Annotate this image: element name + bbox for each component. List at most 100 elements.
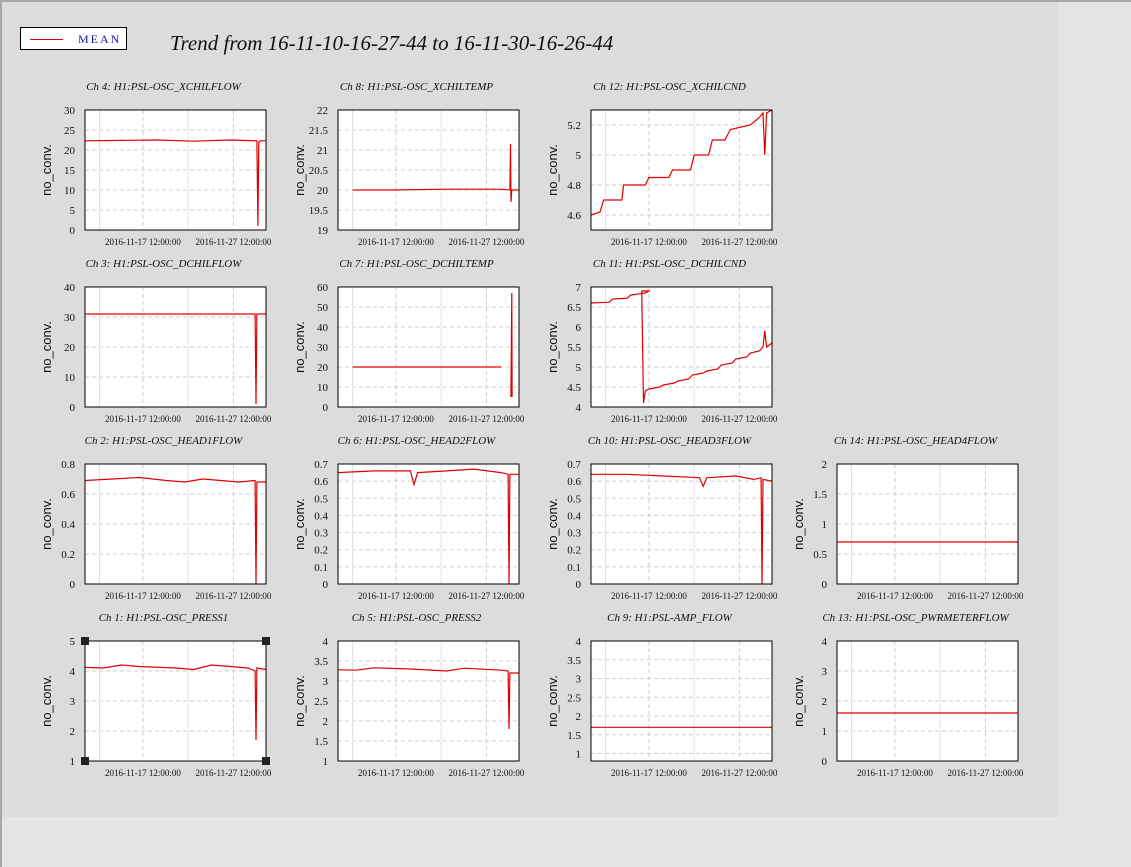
- x-tick-label: 2016-11-17 12:00:00: [358, 237, 434, 247]
- x-tick-label: 2016-11-17 12:00:00: [358, 414, 434, 424]
- y-tick-label: 2: [822, 459, 828, 471]
- series-line-mean: [590, 109, 773, 216]
- chart-panel-6: 4 4.5 5 5.5 6 6.5 7 2016-11-17 12:00:00 2016-11-…: [545, 258, 778, 424]
- x-tick-label: 2016-11-17 12:00:00: [358, 768, 434, 778]
- y-tick-label: 5: [70, 205, 76, 217]
- y-tick-label: 20.5: [309, 165, 329, 177]
- y-tick-label: 0.5: [314, 493, 328, 505]
- y-axis-label: no_conv.: [292, 498, 307, 550]
- window-border-top: [0, 0, 1131, 2]
- y-tick-label: 5.2: [567, 120, 581, 132]
- x-tick-label: 2016-11-27 12:00:00: [701, 768, 777, 778]
- y-tick-label: 10: [64, 372, 76, 384]
- y-tick-label: 0: [323, 579, 329, 591]
- page-title: Trend from 16-11-10-16-27-44 to 16-11-30…: [170, 31, 614, 55]
- x-tick-label: 2016-11-17 12:00:00: [105, 237, 181, 247]
- y-tick-label: 15: [64, 165, 76, 177]
- y-tick-label: 0.6: [61, 489, 75, 501]
- chart-panel-2: 19 19.5 20 20.5 21 21.5 22 2016-11-17 12:00:00 2…: [292, 81, 525, 247]
- series-line-mean: [84, 664, 267, 741]
- series-line-mean: [352, 143, 519, 203]
- x-tick-label: 2016-11-27 12:00:00: [195, 237, 271, 247]
- x-tick-label: 2016-11-17 12:00:00: [857, 591, 933, 601]
- y-tick-label: 30: [64, 105, 76, 117]
- plot-frame: [590, 109, 773, 231]
- y-tick-label: 30: [64, 312, 76, 324]
- y-tick-label: 0: [70, 402, 76, 414]
- y-tick-label: 50: [317, 302, 329, 314]
- chart-title: Ch 4: H1:PSL-OSC_XCHILFLOW: [86, 81, 241, 93]
- series-line-mean: [591, 473, 773, 585]
- x-tick-label: 2016-11-17 12:00:00: [105, 591, 181, 601]
- y-tick-label: 20: [64, 145, 76, 157]
- y-tick-label: 1.5: [314, 736, 328, 748]
- y-axis-label: no_conv.: [545, 498, 560, 550]
- plot-area: [591, 641, 772, 761]
- y-tick-label: 0.2: [61, 549, 75, 561]
- y-tick-label: 6.5: [567, 302, 581, 314]
- y-tick-label: 0.5: [813, 549, 827, 561]
- y-tick-label: 4: [70, 666, 76, 678]
- y-tick-label: 1: [822, 519, 828, 531]
- y-tick-label: 0: [323, 402, 329, 414]
- y-tick-label: 20: [317, 362, 329, 374]
- x-tick-label: 2016-11-27 12:00:00: [701, 414, 777, 424]
- y-tick-label: 2.5: [567, 692, 581, 704]
- y-axis-label: no_conv.: [292, 675, 307, 727]
- chart-panel-9: 0 0.1 0.2 0.3 0.4 0.5 0.6 0.7 2016-11-17 12:00:0…: [545, 435, 778, 601]
- series-line-mean: [85, 313, 266, 405]
- chart-title: Ch 1: H1:PSL-OSC_PRESS1: [99, 612, 229, 624]
- y-tick-label: 10: [317, 382, 329, 394]
- plot-area: [85, 110, 266, 230]
- selection-handle[interactable]: [262, 757, 270, 765]
- chart-title: Ch 11: H1:PSL-OSC_DCHILCND: [593, 258, 746, 270]
- x-tick-label: 2016-11-17 12:00:00: [611, 414, 687, 424]
- plot-frame: [84, 640, 267, 762]
- chart-panel-11: 1 2 3 4 5 2016-11-17 12:00:00 2016-11-27 12:00…: [39, 612, 272, 778]
- y-tick-label: 2: [323, 716, 329, 728]
- y-tick-label: 3: [822, 666, 828, 678]
- selection-handle[interactable]: [81, 637, 89, 645]
- legend-label: MEAN: [78, 32, 122, 46]
- y-tick-label: 0.1: [567, 562, 581, 574]
- y-tick-label: 3: [70, 696, 76, 708]
- x-tick-label: 2016-11-27 12:00:00: [448, 768, 524, 778]
- selection-handle[interactable]: [81, 757, 89, 765]
- y-tick-label: 3: [323, 676, 329, 688]
- plot-area: [591, 464, 772, 584]
- plot-frame: [590, 286, 773, 408]
- selection-handle[interactable]: [262, 637, 270, 645]
- x-tick-label: 2016-11-27 12:00:00: [947, 591, 1023, 601]
- chart-title: Ch 14: H1:PSL-OSC_HEAD4FLOW: [834, 435, 998, 447]
- plot-area: [85, 287, 266, 407]
- y-tick-label: 2: [822, 696, 828, 708]
- y-tick-label: 5.5: [567, 342, 581, 354]
- window-border-left: [0, 0, 2, 867]
- y-tick-label: 4: [576, 636, 582, 648]
- x-tick-label: 2016-11-27 12:00:00: [701, 237, 777, 247]
- chart-panel-1: 0 5 10 15 20 25 30 2016-11-17 12:00:00 2016-11-2…: [39, 81, 272, 247]
- plot-area: [85, 641, 266, 761]
- chart-panel-8: 0 0.1 0.2 0.3 0.4 0.5 0.6 0.7 2016-11-17 12:00:0…: [292, 435, 525, 601]
- y-tick-label: 40: [317, 322, 329, 334]
- x-tick-label: 2016-11-17 12:00:00: [857, 768, 933, 778]
- chart-title: Ch 6: H1:PSL-OSC_HEAD2FLOW: [338, 435, 496, 447]
- chart-title: Ch 2: H1:PSL-OSC_HEAD1FLOW: [85, 435, 243, 447]
- plot-frame: [590, 463, 773, 585]
- plot-area: [338, 110, 519, 230]
- plot-area: [338, 641, 519, 761]
- x-tick-label: 2016-11-17 12:00:00: [105, 768, 181, 778]
- chart-panel-3: 4.6 4.8 5 5.2 2016-11-17 12:00:00 2016-11-27 …: [545, 81, 778, 247]
- y-tick-label: 1.5: [567, 730, 581, 742]
- chart-title: Ch 3: H1:PSL-OSC_DCHILFLOW: [86, 258, 243, 270]
- y-tick-label: 1.5: [813, 489, 827, 501]
- y-tick-label: 1: [576, 749, 582, 761]
- y-tick-label: 0: [70, 225, 76, 237]
- x-tick-label: 2016-11-27 12:00:00: [448, 237, 524, 247]
- y-tick-label: 0.7: [314, 459, 328, 471]
- plot-frame: [337, 109, 520, 231]
- x-tick-label: 2016-11-27 12:00:00: [195, 591, 271, 601]
- y-tick-label: 0: [576, 579, 582, 591]
- chart-panel-7: 0 0.2 0.4 0.6 0.8 2016-11-17 12:00:00 2016-11-…: [39, 435, 272, 601]
